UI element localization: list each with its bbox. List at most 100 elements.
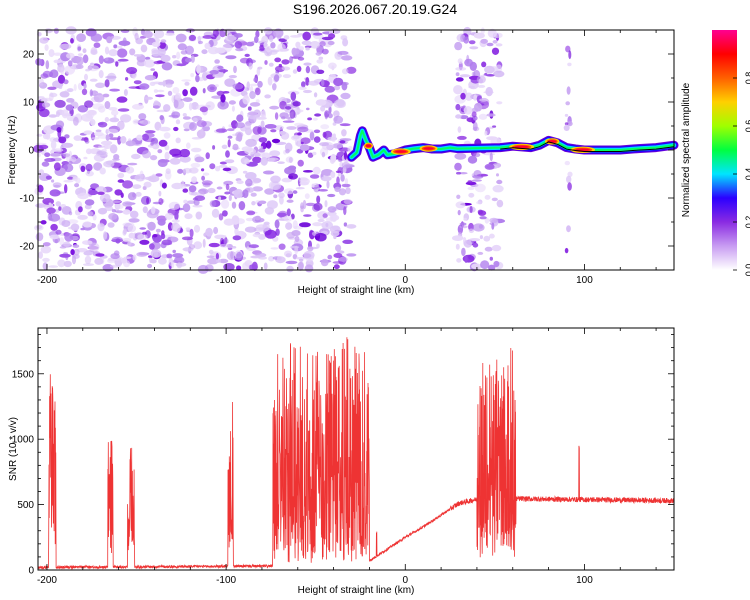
noise-blob [189, 86, 198, 96]
noise-blob [455, 114, 462, 119]
noise-blob [77, 192, 89, 200]
noise-blob [125, 140, 136, 147]
noise-blob [50, 140, 57, 150]
noise-blob [147, 144, 157, 148]
noise-blob [285, 260, 298, 265]
noise-blob [144, 96, 154, 100]
noise-blob [343, 198, 352, 205]
noise-blob [313, 92, 318, 98]
noise-blob [190, 147, 202, 153]
noise-blob [248, 244, 259, 249]
noise-blob [478, 113, 488, 120]
noise-blob [564, 122, 569, 126]
snr-y-tick-label: 1000 [12, 435, 35, 446]
noise-blob [140, 195, 152, 205]
noise-blob [157, 218, 166, 226]
noise-blob [122, 237, 132, 243]
noise-blob [260, 156, 268, 166]
noise-blob [155, 228, 161, 233]
noise-blob [234, 41, 243, 49]
noise-blob [191, 176, 198, 184]
noise-blob [486, 113, 496, 117]
noise-blob [98, 55, 104, 64]
noise-blob [144, 74, 156, 81]
noise-blob [171, 111, 181, 119]
noise-blob [93, 131, 104, 137]
noise-blob [47, 86, 57, 91]
noise-blob [202, 172, 210, 176]
noise-blob [464, 255, 468, 263]
noise-blob [261, 114, 265, 117]
snr-panel: -200 -100 0 100 0 500 1000 1500 Height of stra… [8, 327, 675, 596]
noise-blob [105, 134, 110, 141]
noise-blob [168, 201, 181, 210]
noise-blob [236, 265, 242, 271]
noise-blob [316, 59, 324, 64]
noise-blob [496, 173, 499, 177]
noise-blob [304, 264, 314, 273]
noise-blob [273, 28, 284, 38]
noise-blob [333, 264, 340, 270]
noise-blob [491, 47, 500, 55]
noise-blob [455, 103, 461, 111]
noise-blob [42, 197, 54, 205]
noise-blob [113, 44, 118, 49]
noise-blob [133, 54, 142, 57]
noise-blob [268, 35, 274, 42]
noise-blob [459, 74, 471, 78]
noise-blob [346, 253, 357, 257]
noise-blob [480, 38, 489, 44]
noise-blob [484, 246, 493, 252]
noise-blob [288, 173, 298, 180]
noise-blob [42, 242, 51, 247]
noise-blob [77, 46, 82, 51]
noise-blob [319, 80, 330, 88]
noise-blob [300, 137, 311, 144]
noise-blob [164, 212, 174, 220]
noise-blob [117, 179, 125, 183]
snr-y-tick-label: 0 [28, 566, 34, 577]
noise-blob [264, 60, 268, 65]
noise-blob [245, 172, 257, 180]
spectrogram-y-tick-label: 0 [28, 146, 34, 157]
noise-blob [182, 97, 193, 102]
noise-blob [58, 206, 62, 211]
noise-blob [61, 206, 72, 215]
noise-blob [184, 57, 192, 63]
noise-blob [198, 40, 203, 45]
noise-blob [339, 123, 351, 127]
noise-blob [50, 153, 61, 157]
noise-blob [202, 88, 206, 94]
noise-blob [215, 252, 219, 260]
noise-blob [273, 194, 278, 199]
noise-blob [342, 239, 354, 244]
noise-blob [258, 148, 266, 153]
noise-blob [312, 222, 323, 227]
noise-blob [461, 247, 466, 257]
noise-blob [472, 223, 485, 232]
noise-blob [39, 37, 49, 44]
noise-blob [332, 261, 344, 264]
noise-blob [114, 189, 123, 196]
noise-blob [295, 187, 305, 190]
noise-blob [199, 106, 208, 113]
noise-blob [231, 201, 237, 209]
noise-blob [35, 204, 43, 207]
noise-blob [297, 261, 304, 271]
noise-blob [76, 33, 86, 42]
noise-blob [115, 61, 119, 67]
noise-blob [467, 180, 473, 183]
noise-blob [115, 210, 124, 214]
noise-blob [299, 144, 310, 152]
noise-blob [35, 58, 42, 66]
noise-blob [493, 70, 505, 78]
ridge-peak-red [514, 145, 529, 149]
noise-blob [327, 40, 335, 46]
noise-blob [163, 104, 171, 112]
noise-blob [267, 76, 273, 86]
noise-blob [300, 206, 304, 213]
noise-blob [286, 265, 294, 273]
noise-blob [157, 159, 168, 167]
noise-blob [308, 80, 320, 86]
noise-blob [142, 206, 148, 214]
